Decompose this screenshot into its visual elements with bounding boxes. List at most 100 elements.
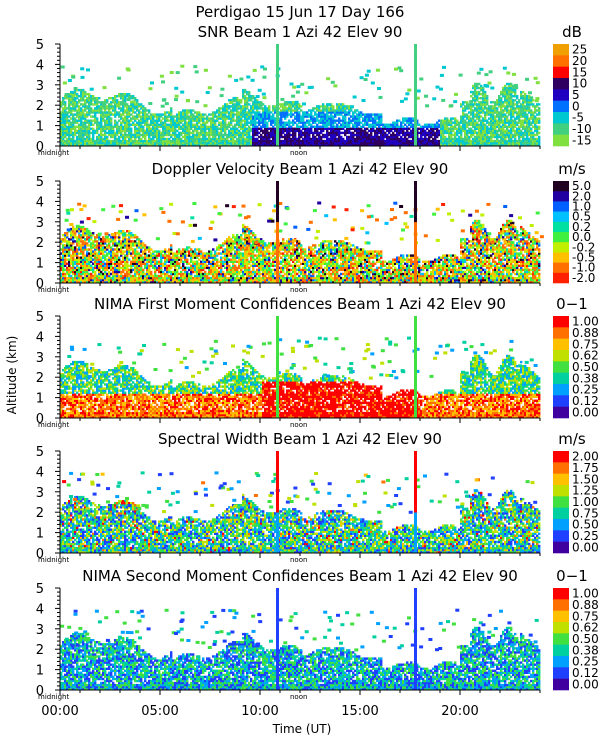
heatmap-cell — [361, 99, 366, 102]
heatmap-cell — [492, 111, 495, 114]
heatmap-cell — [212, 141, 215, 145]
heatmap-cell — [416, 139, 419, 143]
heatmap-cell — [112, 109, 115, 112]
heatmap-cell — [218, 111, 221, 114]
heatmap-cell — [114, 141, 117, 145]
heatmap-cell — [212, 115, 215, 118]
heatmap-cell — [316, 125, 319, 128]
heatmap-cell — [294, 129, 297, 133]
heatmap-cell — [510, 115, 513, 118]
heatmap-cell — [254, 123, 257, 126]
heatmap-cell — [327, 103, 332, 107]
heatmap-cell — [132, 123, 135, 126]
heatmap-cell — [119, 93, 124, 97]
heatmap-cell — [504, 113, 507, 116]
heatmap-cell — [68, 105, 71, 108]
heatmap-cell — [82, 111, 85, 114]
heatmap-cell — [106, 117, 109, 120]
heatmap-cell — [346, 111, 349, 114]
heatmap-cell — [528, 121, 531, 124]
heatmap-cell — [246, 123, 249, 126]
heatmap-cell — [320, 131, 323, 135]
heatmap-cell — [292, 139, 295, 143]
heatmap-cell — [458, 135, 461, 139]
heatmap-cell — [278, 127, 281, 130]
heatmap-cell — [192, 137, 195, 141]
heatmap-cell — [474, 135, 477, 139]
heatmap-cell — [500, 125, 503, 128]
heatmap-cell — [212, 144, 215, 147]
heatmap-cell — [112, 127, 115, 130]
heatmap-cell — [510, 119, 513, 122]
heatmap-cell — [124, 105, 127, 108]
heatmap-cell — [520, 103, 523, 106]
heatmap-cell — [268, 127, 271, 130]
heatmap-cell — [140, 129, 143, 133]
heatmap-cell — [68, 107, 71, 110]
heatmap-cell — [332, 141, 335, 145]
heatmap-cell — [384, 139, 387, 143]
heatmap-cell — [62, 137, 65, 141]
heatmap-cell — [126, 129, 129, 133]
heatmap-cell — [382, 141, 385, 145]
heatmap-cell — [378, 95, 383, 99]
heatmap-cell — [184, 129, 187, 133]
heatmap-cell — [488, 141, 491, 145]
heatmap-cell — [410, 141, 413, 145]
y-axis-label: Altitude (km) — [5, 336, 19, 415]
heatmap-cell — [482, 109, 485, 112]
heatmap-cell — [90, 144, 93, 147]
heatmap-cell — [130, 119, 133, 122]
heatmap-cell — [134, 119, 137, 122]
heatmap-cell — [110, 139, 113, 143]
heatmap-cell — [102, 125, 105, 128]
heatmap-cell — [470, 103, 473, 106]
heatmap-cell — [260, 105, 263, 108]
heatmap-cell — [142, 115, 145, 118]
heatmap-cell — [122, 111, 125, 114]
heatmap-cell — [204, 125, 207, 128]
heatmap-cell — [346, 135, 349, 139]
heatmap-cell — [250, 135, 253, 139]
heatmap-cell — [158, 113, 161, 116]
heatmap-cell — [508, 141, 511, 145]
heatmap-cell — [284, 109, 287, 112]
heatmap-cell — [248, 121, 251, 124]
heatmap-cell — [66, 144, 69, 147]
heatmap-cell — [82, 88, 85, 92]
heatmap-cell — [132, 133, 135, 137]
heatmap-cell — [490, 123, 493, 126]
heatmap-cell — [436, 139, 439, 143]
heatmap-cell — [192, 133, 195, 137]
heatmap-cell — [386, 125, 389, 128]
heatmap-cell — [124, 125, 127, 128]
heatmap-cell — [192, 115, 195, 118]
heatmap-cell — [534, 141, 537, 145]
heatmap-cell — [534, 111, 537, 114]
heatmap-cell — [352, 115, 355, 118]
heatmap-cell — [480, 86, 483, 90]
heatmap-cell — [136, 99, 139, 102]
heatmap-cell — [62, 129, 65, 133]
heatmap-cell — [512, 88, 515, 92]
heatmap-cell — [170, 107, 173, 110]
heatmap-cell — [398, 125, 401, 128]
heatmap-cell — [60, 266, 63, 270]
heatmap-cell — [460, 137, 463, 141]
heatmap-cell — [284, 105, 287, 108]
heatmap-cell — [300, 109, 303, 112]
heatmap-cell — [454, 127, 457, 130]
heatmap-cell — [204, 127, 207, 130]
heatmap-cell — [512, 119, 515, 122]
heatmap-cell — [478, 97, 481, 100]
heatmap-cell — [86, 97, 89, 100]
heatmap-cell — [352, 141, 355, 145]
heatmap-cell — [370, 137, 373, 141]
heatmap-cell — [290, 137, 293, 141]
heatmap-cell — [404, 144, 407, 147]
heatmap-cell — [88, 95, 91, 98]
heatmap-cell — [382, 144, 385, 147]
heatmap-cell — [478, 137, 481, 141]
heatmap-cell — [270, 141, 273, 145]
heatmap-cell — [496, 129, 499, 133]
